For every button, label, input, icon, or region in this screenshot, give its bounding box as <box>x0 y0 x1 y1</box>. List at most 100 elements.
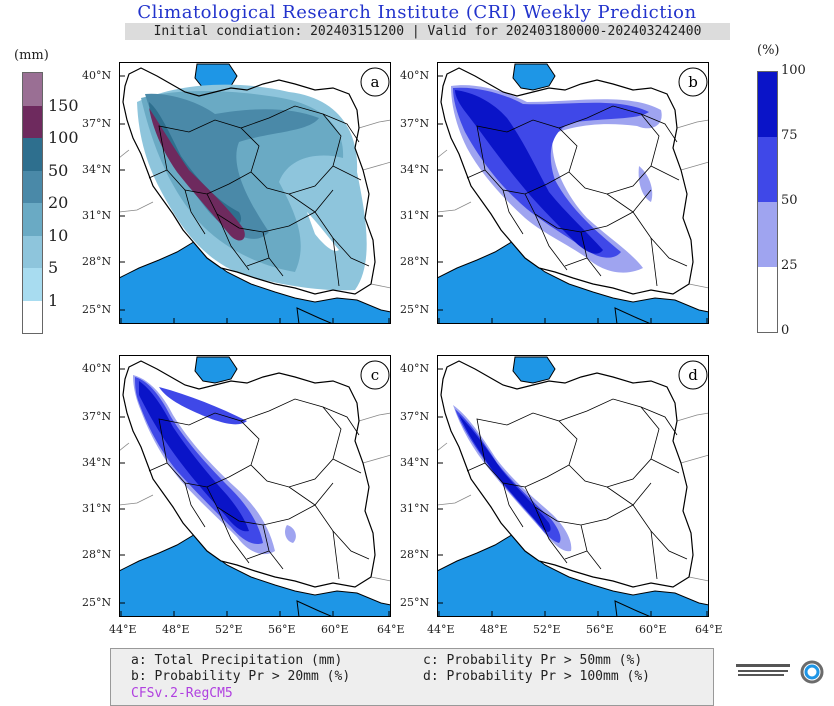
right-colorbar-label: 75 <box>781 128 798 143</box>
persian-gulf <box>437 532 709 617</box>
precip-contour <box>307 212 339 251</box>
right-colorbar-label: 50 <box>781 193 798 208</box>
lon-tick-label: 56°E <box>586 623 614 636</box>
lon-tick-label: 64°E <box>695 623 723 636</box>
precip-contour <box>145 93 319 239</box>
lon-tick-label: 56°E <box>268 623 296 636</box>
left-colorbar-label: 5 <box>48 258 59 277</box>
panel-label-circle <box>678 360 708 390</box>
right-colorbar-swatch <box>758 137 777 202</box>
country-border <box>370 576 391 582</box>
country-border <box>119 149 130 159</box>
iran-border <box>440 360 694 588</box>
lat-tick-label: 31°N <box>400 209 430 222</box>
left-colorbar-swatch <box>23 170 42 203</box>
precip-contour <box>139 381 249 532</box>
lat-tick-label: 40°N <box>400 69 430 82</box>
caspian-sea <box>512 356 556 384</box>
right-colorbar-swatch <box>758 202 777 267</box>
country-border <box>119 442 130 452</box>
left-colorbar-unit: (mm) <box>14 48 49 63</box>
lat-tick-label: 25°N <box>82 303 112 316</box>
lon-tick-label: 60°E <box>321 623 349 636</box>
panel-label: a <box>371 73 380 91</box>
map-panel-a: a <box>119 62 391 324</box>
province-border <box>288 486 370 560</box>
left-colorbar-swatch <box>23 138 42 171</box>
map-frame <box>437 355 709 617</box>
country-border <box>362 454 391 464</box>
left-colorbar-swatch <box>23 268 42 301</box>
lat-tick-label: 28°N <box>82 548 112 561</box>
province-border <box>246 530 340 580</box>
institute-logo <box>736 660 824 684</box>
left-colorbar-label: 50 <box>48 160 69 180</box>
province-border <box>288 193 370 267</box>
lon-tick-label: 44°E <box>109 623 137 636</box>
left-colorbar-swatch <box>23 105 42 138</box>
lat-tick-label: 34°N <box>400 456 430 469</box>
panel-label-circle <box>360 67 390 97</box>
persian-gulf <box>119 239 391 324</box>
panel-label-circle <box>360 360 390 390</box>
province-border <box>466 462 524 528</box>
lon-tick-label: 60°E <box>639 623 667 636</box>
right-colorbar <box>757 71 778 333</box>
country-border <box>437 494 472 506</box>
province-border <box>606 193 688 267</box>
legend-box: a: Total Precipitation (mm) b: Probabili… <box>110 648 714 706</box>
map-panel-d: d <box>437 355 709 617</box>
map-svg-b: b <box>437 62 709 324</box>
lat-tick-label: 31°N <box>400 502 430 515</box>
lon-tick-label: 52°E <box>533 623 561 636</box>
lat-tick-label: 37°N <box>400 410 430 423</box>
left-colorbar-swatch <box>23 203 42 236</box>
map-svg-c: c <box>119 355 391 617</box>
province-border <box>148 169 206 235</box>
map-frame <box>119 62 391 324</box>
lat-tick-label: 25°N <box>400 303 430 316</box>
page-title: Climatological Research Institute (CRI) … <box>137 2 697 23</box>
lat-tick-label: 25°N <box>400 596 430 609</box>
lat-tick-label: 28°N <box>82 255 112 268</box>
panel-label-circle <box>678 67 708 97</box>
country-border <box>688 283 709 289</box>
gulf-of-oman <box>614 600 652 617</box>
map-svg-d: d <box>437 355 709 617</box>
right-colorbar-swatch <box>758 72 777 137</box>
panel-label: d <box>688 366 698 384</box>
country-border <box>437 442 448 452</box>
province-border <box>240 105 342 195</box>
map-frame <box>119 355 391 617</box>
province-border <box>216 506 250 564</box>
map-svg-a: a <box>119 62 391 324</box>
left-colorbar <box>22 72 43 334</box>
model-name: CFSv.2-RegCM5 <box>131 686 233 701</box>
right-colorbar-unit: (%) <box>757 43 780 58</box>
lon-tick-label: 48°E <box>480 623 508 636</box>
lat-tick-label: 37°N <box>82 117 112 130</box>
iran-border <box>122 360 376 588</box>
country-border <box>676 412 709 422</box>
lon-tick-label: 48°E <box>162 623 190 636</box>
gulf-of-oman <box>614 307 652 324</box>
iran-border <box>122 67 376 295</box>
iran-landmass <box>123 361 375 587</box>
left-colorbar-label: 1 <box>48 290 59 310</box>
province-border <box>322 406 362 474</box>
province-border <box>564 237 658 287</box>
province-border <box>246 237 340 287</box>
lat-tick-label: 37°N <box>82 410 112 423</box>
iran-border <box>440 67 694 295</box>
gulf-of-oman <box>296 600 334 617</box>
country-border <box>680 454 709 464</box>
lat-tick-label: 28°N <box>400 255 430 268</box>
left-colorbar-label: 100 <box>48 128 79 147</box>
province-border <box>606 486 688 560</box>
province-border <box>466 169 524 235</box>
precip-contour <box>285 525 296 543</box>
lon-tick-label: 52°E <box>215 623 243 636</box>
lon-tick-label: 44°E <box>427 623 455 636</box>
province-border <box>216 213 250 271</box>
province-border <box>534 213 568 271</box>
